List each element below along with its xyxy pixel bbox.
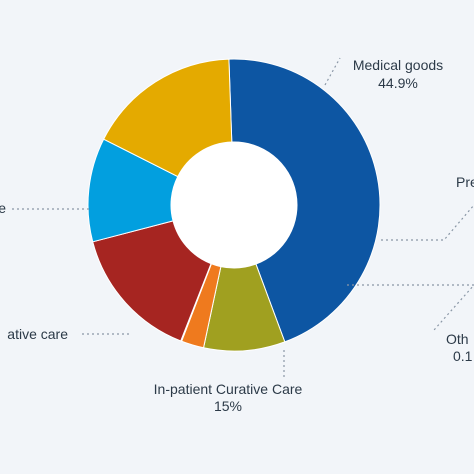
slice-label-oth: Oth xyxy=(446,331,469,347)
slice-label-medical-goods: Medical goods xyxy=(353,57,443,73)
value-label-medical-goods: 44.9% xyxy=(378,75,418,91)
slice-label-in-patient-curative-care: In-patient Curative Care xyxy=(154,381,303,397)
value-label-in-patient-curative-care: 15% xyxy=(214,398,242,414)
leader-line-oth xyxy=(347,284,474,331)
value-label-oth: 0.1 xyxy=(453,348,473,364)
slice-label-e: e xyxy=(0,200,6,216)
donut-hole xyxy=(171,142,297,268)
leader-line-pre xyxy=(381,204,474,241)
leader-line-medical-goods xyxy=(324,57,341,86)
slice-label-pre: Pre xyxy=(456,174,474,190)
slice-label-ative-care: ative care xyxy=(7,326,68,342)
